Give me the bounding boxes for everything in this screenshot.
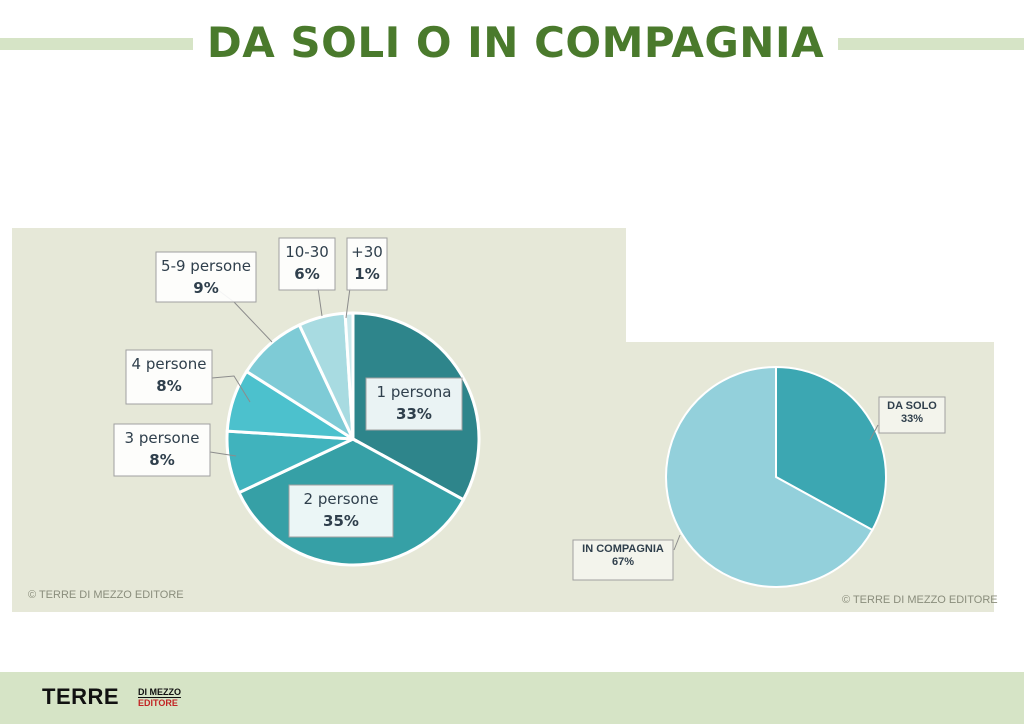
- leader-line-in-compagnia: [673, 534, 681, 551]
- pie-slice-in-compagnia: [665, 365, 874, 588]
- page-title: DA SOLI O IN COMPAGNIA: [206, 18, 825, 67]
- data-value-da-solo: 33%: [901, 413, 923, 425]
- data-label-in-compagnia: IN COMPAGNIA: [582, 543, 664, 555]
- data-label-box-1-persona: [365, 377, 463, 431]
- copyright-right: © TERRE DI MEZZO EDITORE: [842, 594, 998, 606]
- data-value-4-persone: 8%: [156, 377, 181, 395]
- data-label-box-3-persone: [113, 423, 211, 477]
- data-value-in-compagnia: 67%: [612, 556, 634, 568]
- logo-bottom-text: EDITORE: [138, 697, 181, 708]
- data-label-box-10-30: [278, 237, 336, 291]
- leader-line-4-persone: [211, 375, 251, 403]
- data-value-30: 1%: [354, 265, 379, 283]
- data-value-5-9-persone: 9%: [193, 279, 218, 297]
- data-label-box-da-solo: [878, 396, 946, 434]
- data-label-1-persona: 1 persona: [377, 383, 452, 401]
- data-label-box-4-persone: [125, 349, 213, 405]
- logo-top-text: DI MEZZO: [138, 687, 181, 697]
- data-label-3-persone: 3 persone: [125, 429, 200, 447]
- logo-main-text: TERRE: [42, 684, 120, 709]
- leader-line-da-solo: [869, 424, 879, 441]
- data-label-2-persone: 2 persone: [304, 490, 379, 508]
- logo-sub-text: DI MEZZO EDITORE: [138, 687, 181, 708]
- data-label-4-persone: 4 persone: [132, 355, 207, 373]
- title-band-right: [838, 38, 1024, 50]
- data-label-30: +30: [351, 243, 383, 261]
- data-label-box-5-9-persone: [155, 251, 257, 303]
- publisher-logo: TERRE DI MEZZO EDITORE: [42, 684, 181, 710]
- leader-line-10-30: [317, 287, 323, 317]
- leader-line-30: [345, 287, 351, 319]
- data-value-1-persona: 33%: [396, 405, 432, 423]
- data-value-3-persone: 8%: [149, 451, 174, 469]
- pie-slice-30: [343, 311, 355, 440]
- data-label-box-2-persone: [288, 484, 394, 538]
- data-label-5-9-persone: 5-9 persone: [161, 257, 251, 275]
- data-label-da-solo: DA SOLO: [887, 400, 937, 412]
- leader-line-3-persone: [209, 451, 237, 457]
- data-value-2-persone: 35%: [323, 512, 359, 530]
- footer-band: [0, 672, 1024, 724]
- data-label-10-30: 10-30: [285, 243, 329, 261]
- copyright-left: © TERRE DI MEZZO EDITORE: [28, 589, 184, 601]
- pie-slice-da-solo: [775, 365, 887, 532]
- data-value-10-30: 6%: [294, 265, 319, 283]
- data-label-box-30: [346, 237, 388, 291]
- data-label-box-in-compagnia: [572, 539, 674, 581]
- title-band-left: [0, 38, 193, 50]
